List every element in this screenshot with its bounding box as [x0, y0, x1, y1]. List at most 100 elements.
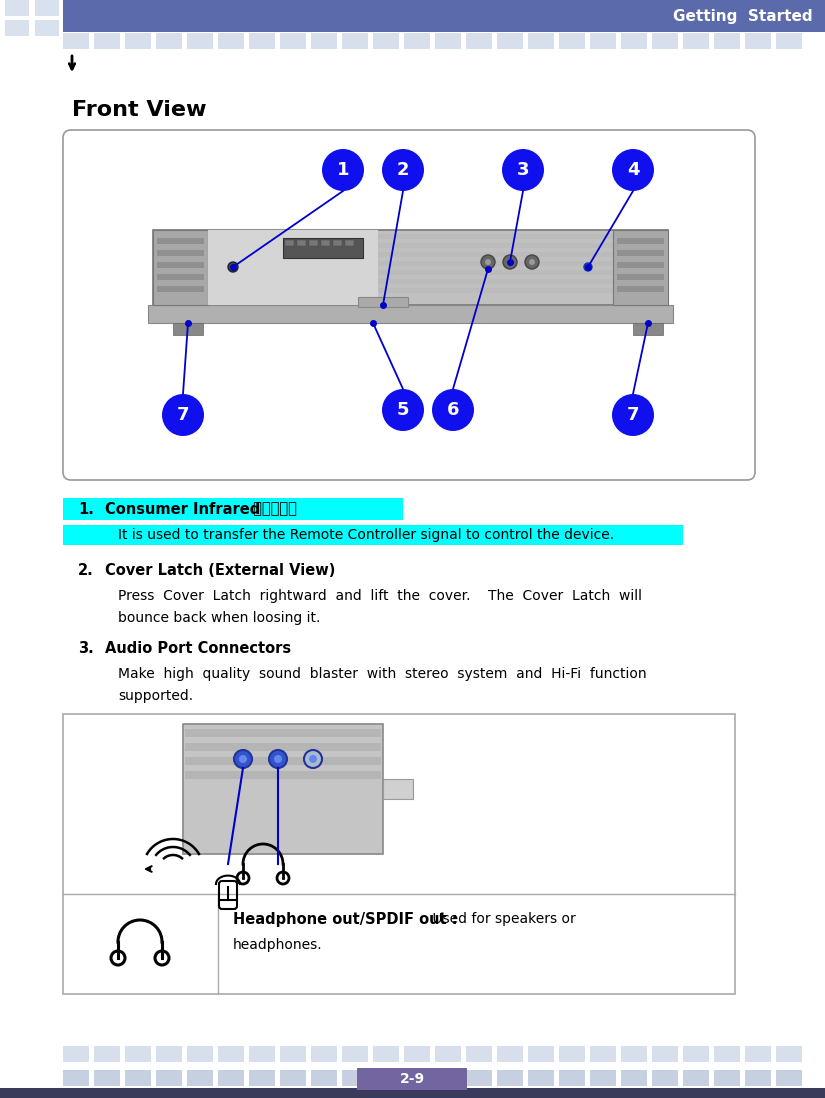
Bar — [683, 33, 709, 49]
Circle shape — [612, 149, 654, 191]
Bar — [63, 1069, 89, 1086]
Bar — [590, 33, 616, 49]
Bar — [404, 33, 430, 49]
Bar — [187, 1046, 213, 1062]
FancyBboxPatch shape — [63, 130, 755, 480]
Text: 2-9: 2-9 — [399, 1072, 425, 1086]
Bar — [745, 1069, 771, 1086]
Text: 1: 1 — [337, 161, 349, 179]
Bar — [342, 33, 368, 49]
Text: 規格中沒有: 規格中沒有 — [248, 502, 297, 516]
Bar — [466, 1046, 492, 1062]
Bar — [617, 262, 664, 268]
Text: 7: 7 — [627, 406, 639, 424]
Text: Headphone out/SPDIF out :: Headphone out/SPDIF out : — [233, 912, 458, 927]
Circle shape — [274, 755, 282, 763]
Bar — [35, 0, 59, 16]
Bar — [249, 1069, 275, 1086]
Bar — [125, 1069, 151, 1086]
Bar — [321, 240, 330, 246]
Bar — [714, 1069, 740, 1086]
Text: It is used to transfer the Remote Controller signal to control the device.: It is used to transfer the Remote Contro… — [118, 528, 614, 542]
Bar — [168, 288, 653, 293]
Text: 5: 5 — [397, 401, 409, 419]
Bar — [559, 1069, 585, 1086]
Bar — [280, 1046, 306, 1062]
Bar — [714, 33, 740, 49]
Bar — [185, 743, 381, 751]
Bar — [157, 238, 204, 244]
Bar — [297, 240, 306, 246]
Bar — [218, 1069, 244, 1086]
Circle shape — [507, 259, 513, 265]
Bar — [617, 238, 664, 244]
Bar — [373, 33, 399, 49]
Text: 2: 2 — [397, 161, 409, 179]
Bar — [714, 1046, 740, 1062]
Bar — [185, 757, 381, 765]
Bar — [185, 729, 381, 737]
Text: Getting  Started: Getting Started — [673, 9, 813, 23]
Bar — [617, 250, 664, 256]
Bar — [652, 33, 678, 49]
Bar — [168, 253, 653, 257]
Bar — [125, 1046, 151, 1062]
Circle shape — [228, 262, 238, 272]
Bar — [218, 33, 244, 49]
Bar — [311, 1069, 337, 1086]
Circle shape — [322, 149, 364, 191]
Bar — [157, 262, 204, 268]
Bar — [5, 20, 29, 36]
Bar — [311, 33, 337, 49]
Bar — [373, 1046, 399, 1062]
Bar — [776, 1069, 802, 1086]
Circle shape — [382, 149, 424, 191]
Circle shape — [309, 755, 317, 763]
Circle shape — [503, 255, 517, 269]
Text: bounce back when loosing it.: bounce back when loosing it. — [118, 610, 320, 625]
Bar — [617, 285, 664, 292]
Bar — [148, 305, 673, 323]
Text: 7: 7 — [177, 406, 189, 424]
Bar — [383, 778, 413, 799]
Circle shape — [162, 394, 204, 436]
Text: Press  Cover  Latch  rightward  and  lift  the  cover.    The  Cover  Latch  wil: Press Cover Latch rightward and lift the… — [118, 589, 642, 603]
Bar — [358, 296, 408, 307]
Bar — [183, 724, 383, 854]
Bar — [776, 1046, 802, 1062]
Bar — [168, 261, 653, 266]
Text: Front View: Front View — [72, 100, 206, 120]
Text: supported.: supported. — [118, 690, 193, 703]
Bar — [617, 274, 664, 280]
Circle shape — [525, 255, 539, 269]
Circle shape — [234, 750, 252, 768]
Bar — [652, 1069, 678, 1086]
Bar — [63, 33, 89, 49]
Circle shape — [485, 259, 491, 265]
Bar — [63, 714, 735, 994]
Text: 1.: 1. — [78, 502, 94, 516]
Bar — [345, 240, 354, 246]
Bar — [249, 33, 275, 49]
Bar — [168, 243, 653, 248]
Bar — [94, 33, 120, 49]
Text: Used for speakers or: Used for speakers or — [428, 912, 576, 926]
Bar — [218, 1046, 244, 1062]
Bar — [208, 229, 378, 305]
Bar — [745, 33, 771, 49]
Bar — [63, 1046, 89, 1062]
Text: 3.: 3. — [78, 641, 94, 656]
Bar — [621, 1046, 647, 1062]
Bar — [342, 1069, 368, 1086]
Text: Cover Latch (External View): Cover Latch (External View) — [105, 563, 336, 578]
Bar — [466, 1069, 492, 1086]
Bar — [0, 1088, 825, 1098]
Bar — [613, 229, 668, 305]
Bar — [153, 229, 668, 305]
Circle shape — [239, 755, 247, 763]
Text: 6: 6 — [447, 401, 460, 419]
Circle shape — [432, 389, 474, 432]
Bar — [153, 229, 208, 305]
Text: Make  high  quality  sound  blaster  with  stereo  system  and  Hi-Fi  function: Make high quality sound blaster with ste… — [118, 666, 647, 681]
Bar — [683, 1046, 709, 1062]
